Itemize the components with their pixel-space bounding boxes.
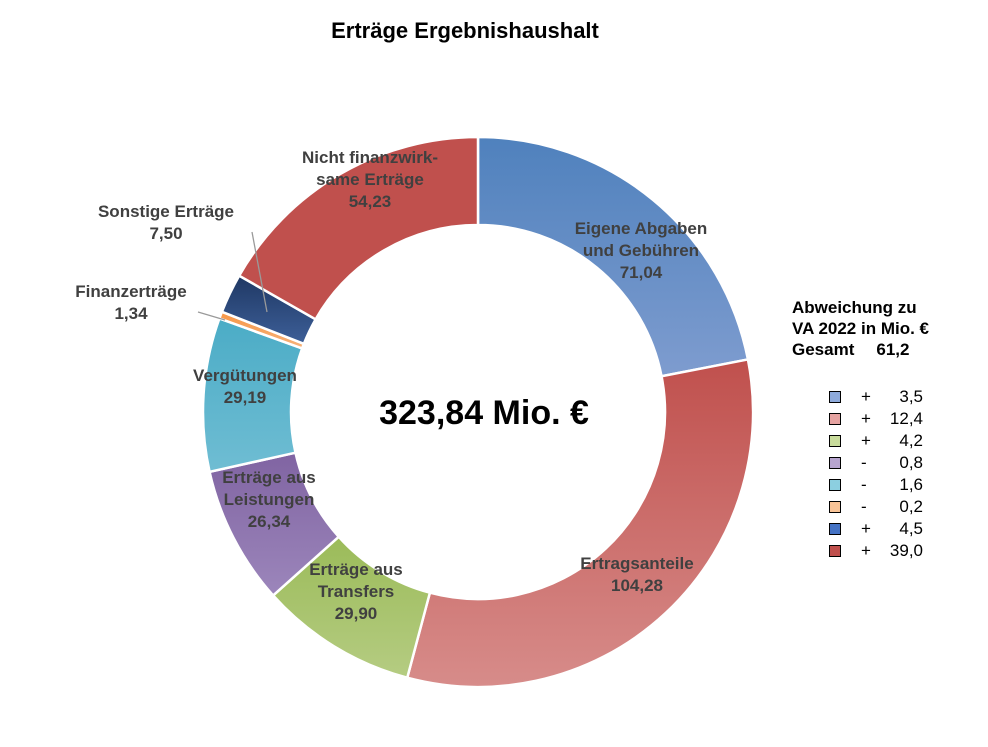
chart-title: Erträge Ergebnishaushalt bbox=[331, 18, 599, 43]
legend-row-8: +39,0 bbox=[792, 540, 982, 562]
slice-label-8: Nicht finanzwirk-same Erträge 54,23 bbox=[302, 148, 438, 211]
legend-swatch bbox=[829, 501, 841, 513]
legend-row-5: - 1,6 bbox=[792, 474, 982, 496]
legend-value: 0,2 bbox=[899, 497, 923, 516]
legend-sign: + bbox=[861, 541, 871, 560]
legend-row-1: +3,5 bbox=[792, 386, 982, 408]
slice-label-3: Erträge aus Transfers 29,90 bbox=[309, 560, 403, 623]
legend-swatch bbox=[829, 413, 841, 425]
legend-value: 3,5 bbox=[899, 387, 923, 406]
legend-row-3: +4,2 bbox=[792, 430, 982, 452]
legend: Abweichung zu VA 2022 in Mio. € Gesamt 61… bbox=[792, 297, 982, 562]
legend-sign: + bbox=[861, 409, 871, 428]
legend-sign: - bbox=[861, 475, 867, 494]
legend-sign: + bbox=[861, 519, 871, 538]
legend-heading: Abweichung zu VA 2022 in Mio. € Gesamt 61… bbox=[792, 297, 982, 360]
slice-label-7: Sonstige Erträge 7,50 bbox=[98, 202, 234, 243]
legend-total-label: Gesamt bbox=[792, 340, 855, 359]
leader-line-6 bbox=[197, 311, 226, 321]
legend-sign: - bbox=[861, 453, 867, 472]
legend-heading-line-1: Abweichung zu bbox=[792, 298, 917, 317]
legend-sign: - bbox=[861, 497, 867, 516]
legend-value: 39,0 bbox=[889, 541, 923, 560]
slice-label-4: Erträge aus Leistungen 26,34 bbox=[222, 468, 316, 531]
legend-sign: + bbox=[861, 387, 871, 406]
leader-line-7 bbox=[251, 231, 268, 313]
legend-row-6: - 0,2 bbox=[792, 496, 982, 518]
donut-slice-2 bbox=[405, 357, 755, 689]
legend-swatch bbox=[829, 457, 841, 469]
legend-swatch bbox=[829, 391, 841, 403]
legend-value: 4,5 bbox=[899, 519, 923, 538]
legend-swatch bbox=[829, 523, 841, 535]
legend-list: +3,5 +12,4 +4,2-0,8-1,6-0,2 +4,5 +39,0 bbox=[792, 386, 982, 562]
legend-row-4: - 0,8 bbox=[792, 452, 982, 474]
legend-total-value: 61,2 bbox=[876, 340, 910, 359]
center-total-label: 323,84 Mio. € bbox=[379, 394, 589, 432]
legend-row-2: +12,4 bbox=[792, 408, 982, 430]
legend-sign: + bbox=[861, 431, 871, 450]
donut-slice-8 bbox=[237, 135, 480, 322]
legend-value: 12,4 bbox=[889, 409, 923, 428]
slice-label-1: Eigene Abgaben und Gebühren 71,04 bbox=[575, 219, 708, 282]
legend-value: 4,2 bbox=[899, 431, 923, 450]
slice-label-2: Ertragsanteile 104,28 bbox=[580, 554, 693, 595]
donut-slice-1 bbox=[476, 135, 750, 378]
legend-value: 1,6 bbox=[899, 475, 923, 494]
legend-swatch bbox=[829, 479, 841, 491]
legend-value: 0,8 bbox=[899, 453, 923, 472]
legend-total: Gesamt 61,2 bbox=[792, 339, 982, 360]
legend-row-7: +4,5 bbox=[792, 518, 982, 540]
legend-swatch bbox=[829, 545, 841, 557]
slice-label-5: Vergütungen 29,19 bbox=[193, 366, 297, 407]
legend-heading-line-2: VA 2022 in Mio. € bbox=[792, 319, 929, 338]
legend-swatch bbox=[829, 435, 841, 447]
slice-label-6: Finanzerträge 1,34 bbox=[75, 282, 186, 323]
